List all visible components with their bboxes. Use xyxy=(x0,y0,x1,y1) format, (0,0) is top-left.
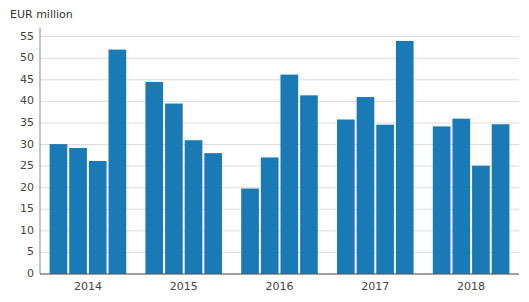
bars xyxy=(50,41,510,274)
y-axis-line xyxy=(40,28,41,274)
y-tick-label: 50 xyxy=(20,51,34,64)
y-tick-label: 45 xyxy=(20,73,34,86)
bar xyxy=(204,153,222,274)
bar xyxy=(337,119,355,274)
bar xyxy=(472,166,490,274)
bar xyxy=(280,75,298,274)
y-tick-label: 0 xyxy=(27,267,34,280)
x-tick-label: 2017 xyxy=(361,280,389,293)
bar xyxy=(185,140,203,274)
bar xyxy=(261,157,279,274)
bar xyxy=(109,50,127,274)
chart: 0 5 10 15 20 25 30 35 40 45 50 55 2014 2015 2016 2017 20… xyxy=(0,0,529,302)
y-tick-label: 30 xyxy=(20,138,34,151)
bar xyxy=(433,126,451,274)
grid-line xyxy=(40,274,519,275)
y-tick-label: 40 xyxy=(20,94,34,107)
y-tick-label: 55 xyxy=(20,30,34,43)
y-tick-label: 5 xyxy=(27,245,34,258)
bar xyxy=(452,119,470,274)
x-tick-label: 2018 xyxy=(457,280,485,293)
bar xyxy=(357,97,375,274)
bar xyxy=(300,95,318,274)
y-tick-label: 15 xyxy=(20,202,34,215)
x-tick-label: 2016 xyxy=(266,280,294,293)
y-tick-label: 35 xyxy=(20,116,34,129)
bar xyxy=(89,161,107,274)
y-axis-label: EUR million xyxy=(10,8,73,21)
grid xyxy=(40,37,519,274)
x-axis-line xyxy=(40,274,519,275)
y-tick-label: 20 xyxy=(20,181,34,194)
bar xyxy=(492,124,510,274)
bar xyxy=(241,189,259,274)
x-tick-label: 2015 xyxy=(170,280,198,293)
bar xyxy=(165,104,183,274)
grid-line xyxy=(40,36,519,37)
x-tick-label: 2014 xyxy=(74,280,102,293)
bar xyxy=(376,125,394,274)
bar xyxy=(69,148,87,274)
bar xyxy=(396,41,414,274)
y-tick-label: 10 xyxy=(20,224,34,237)
bar xyxy=(50,144,68,274)
y-tick-label: 25 xyxy=(20,159,34,172)
bar xyxy=(145,82,163,274)
